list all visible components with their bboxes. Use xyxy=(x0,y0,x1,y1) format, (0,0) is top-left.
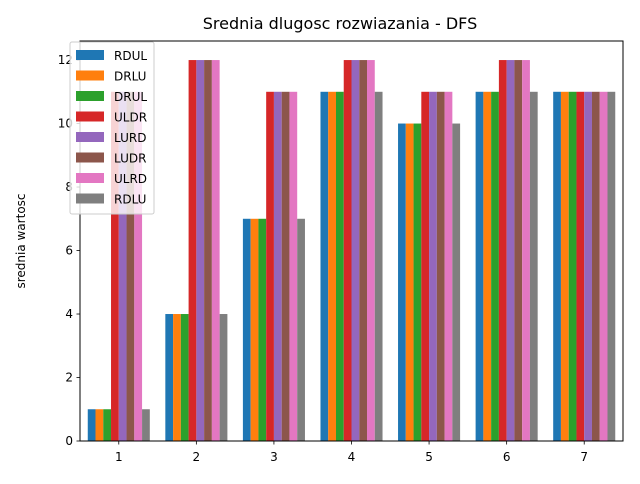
bar-DRUL-6 xyxy=(491,91,499,441)
bar-ULDR-4 xyxy=(343,60,352,442)
legend-label-LUDR: LUDR xyxy=(114,152,146,166)
legend-swatch-DRLU xyxy=(76,70,104,81)
bar-DRLU-2 xyxy=(173,314,181,441)
x-tick-label: 4 xyxy=(348,450,356,464)
chart-title: Srednia dlugosc rozwiazania - DFS xyxy=(203,14,477,33)
bar-DRLU-7 xyxy=(560,91,569,441)
bar-RDLU-5 xyxy=(452,123,461,441)
x-tick-label: 3 xyxy=(270,450,278,464)
bar-ULDR-3 xyxy=(266,91,274,441)
bars-layer xyxy=(87,60,616,442)
y-axis-label: srednia wartosc xyxy=(14,193,28,288)
y-tick-label: 4 xyxy=(65,307,73,321)
legend-swatch-RDUL xyxy=(76,50,104,60)
bar-LURD-7 xyxy=(584,91,592,441)
legend-label-RDUL: RDUL xyxy=(114,49,147,63)
y-tick-label: 0 xyxy=(65,434,73,448)
bar-RDLU-6 xyxy=(529,91,538,441)
bar-DRUL-2 xyxy=(180,314,189,441)
x-tick-label: 7 xyxy=(580,450,588,464)
bar-ULRD-5 xyxy=(444,91,453,441)
bar-LUDR-6 xyxy=(514,60,523,442)
bar-DRLU-6 xyxy=(483,91,492,441)
bar-LURD-2 xyxy=(196,60,205,442)
bar-ULRD-7 xyxy=(599,91,608,441)
legend: RDUL DRLU DRUL ULDR LURD LUDR ULRD RDLU xyxy=(69,41,155,215)
legend-swatch-RDLU xyxy=(76,193,104,204)
legend-swatch-DRUL xyxy=(76,91,104,101)
legend-swatch-ULRD xyxy=(76,173,104,183)
bar-RDUL-2 xyxy=(165,314,174,441)
bar-ULRD-2 xyxy=(211,60,220,442)
bar-DRUL-1 xyxy=(103,409,112,441)
y-tick-label: 6 xyxy=(65,244,73,258)
x-tick-label: 6 xyxy=(503,450,511,464)
bar-LUDR-4 xyxy=(359,60,368,442)
bar-LUDR-5 xyxy=(436,91,445,441)
bar-LURD-6 xyxy=(506,60,515,442)
x-tick-label: 2 xyxy=(193,450,201,464)
bar-DRLU-4 xyxy=(328,91,336,441)
bar-LURD-3 xyxy=(273,91,282,441)
bar-RDLU-4 xyxy=(374,91,383,441)
bar-ULDR-6 xyxy=(498,60,507,442)
bar-RDUL-5 xyxy=(398,123,406,441)
bar-DRLU-5 xyxy=(405,123,414,441)
bar-RDLU-3 xyxy=(297,218,305,441)
bar-RDLU-7 xyxy=(607,91,616,441)
x-tick-label: 1 xyxy=(115,450,123,464)
legend-label-ULDR: ULDR xyxy=(114,111,147,125)
legend-label-LURD: LURD xyxy=(114,131,146,145)
bar-RDUL-3 xyxy=(242,218,251,441)
bar-RDUL-4 xyxy=(320,91,329,441)
bar-DRUL-5 xyxy=(413,123,422,441)
bar-ULRD-6 xyxy=(522,60,530,442)
legend-swatch-ULDR xyxy=(76,111,104,122)
bar-ULRD-4 xyxy=(367,60,375,442)
bar-LUDR-7 xyxy=(591,91,600,441)
bar-LUDR-3 xyxy=(281,91,290,441)
bar-DRLU-3 xyxy=(250,218,259,441)
bar-DRUL-4 xyxy=(335,91,344,441)
bar-ULDR-1 xyxy=(111,91,119,441)
bar-LUDR-1 xyxy=(126,91,135,441)
legend-box xyxy=(69,41,155,215)
bar-RDUL-1 xyxy=(87,409,96,441)
bar-DRUL-7 xyxy=(568,91,577,441)
y-tick-label: 2 xyxy=(65,371,73,385)
bar-RDLU-2 xyxy=(219,314,228,441)
bar-RDLU-1 xyxy=(142,409,150,441)
legend-swatch-LURD xyxy=(76,132,104,142)
bar-LUDR-2 xyxy=(204,60,212,442)
bar-ULRD-3 xyxy=(289,91,298,441)
x-tick-label: 5 xyxy=(425,450,433,464)
bar-ULDR-5 xyxy=(421,91,430,441)
bar-DRUL-3 xyxy=(258,218,267,441)
bar-LURD-4 xyxy=(351,60,360,442)
bar-LURD-5 xyxy=(429,91,437,441)
bar-RDUL-7 xyxy=(553,91,561,441)
bar-ULDR-2 xyxy=(188,60,197,442)
legend-label-RDLU: RDLU xyxy=(114,193,146,207)
y-tick-label: 8 xyxy=(65,180,73,194)
legend-label-DRUL: DRUL xyxy=(114,90,147,104)
y-tick-label: 10 xyxy=(58,117,73,131)
y-tick-label: 12 xyxy=(58,53,73,67)
bar-ULDR-7 xyxy=(576,91,585,441)
bar-LURD-1 xyxy=(118,91,127,441)
bar-DRLU-1 xyxy=(95,409,104,441)
bar-ULRD-1 xyxy=(134,91,143,441)
legend-swatch-LUDR xyxy=(76,152,104,163)
legend-label-ULRD: ULRD xyxy=(114,172,147,186)
legend-label-DRLU: DRLU xyxy=(114,70,146,84)
bar-RDUL-6 xyxy=(475,91,484,441)
